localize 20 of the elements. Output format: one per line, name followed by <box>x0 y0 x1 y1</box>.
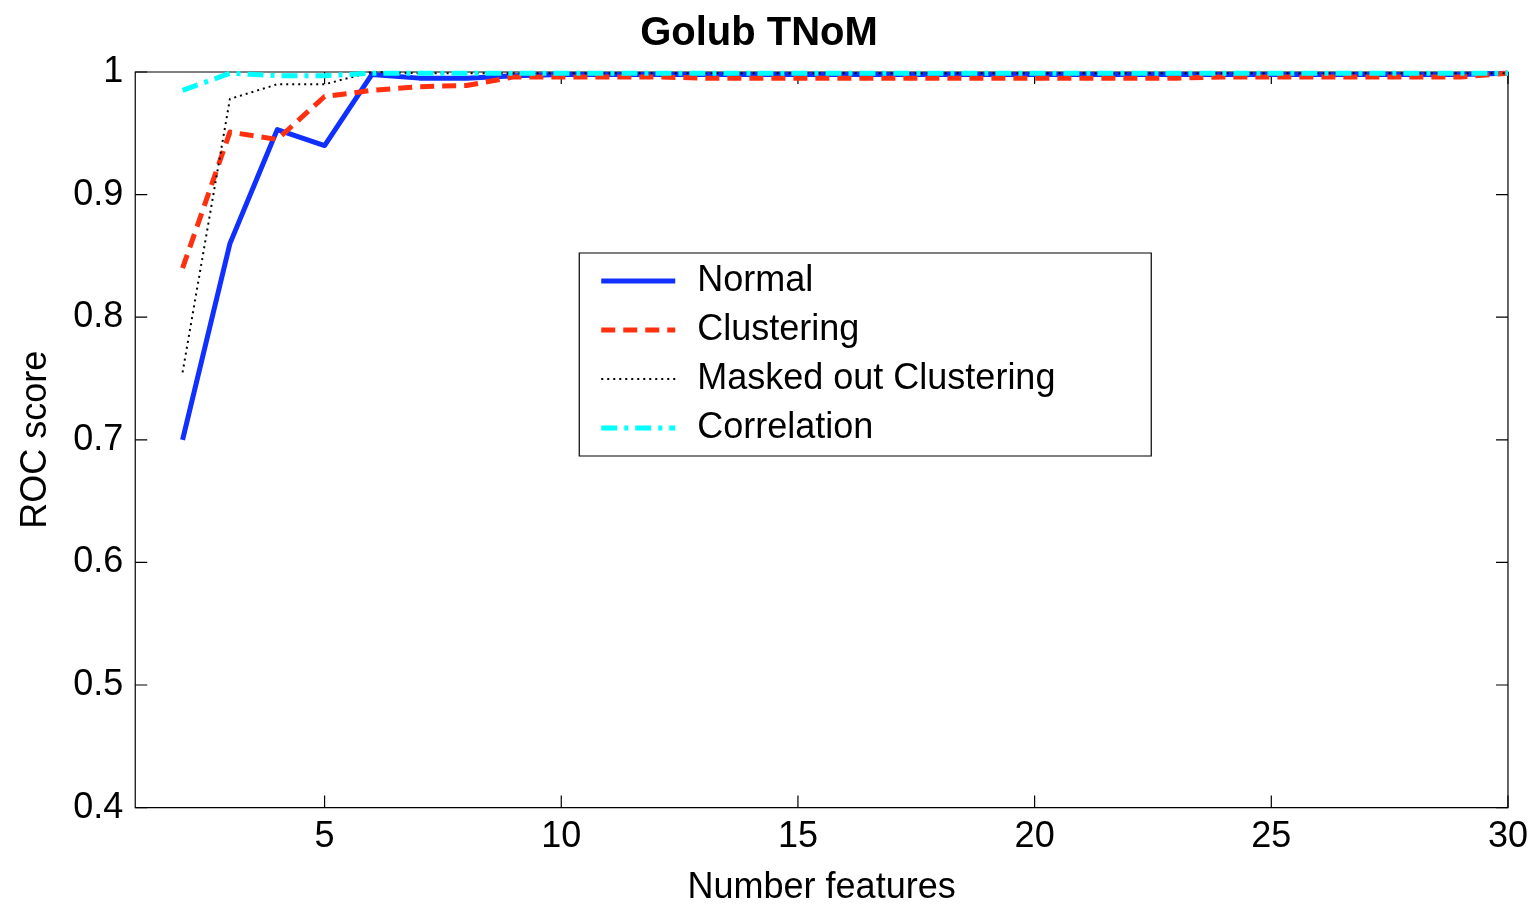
legend-label: Correlation <box>697 404 874 446</box>
chart-title: Golub TNoM <box>640 9 878 54</box>
legend-label: Normal <box>697 257 814 299</box>
x-tick-label: 5 <box>314 814 335 856</box>
y-tick-label: 0.6 <box>73 539 124 581</box>
x-tick-label: 25 <box>1251 814 1292 856</box>
y-tick-label: 0.8 <box>73 294 124 336</box>
y-tick-label: 0.5 <box>73 661 124 703</box>
x-axis-title: Number features <box>687 865 956 907</box>
x-tick-label: 20 <box>1014 814 1055 856</box>
y-tick-label: 0.9 <box>73 171 124 213</box>
y-axis-title: ROC score <box>12 350 54 529</box>
y-tick-label: 1 <box>103 48 124 90</box>
legend-label: Masked out Clustering <box>697 355 1056 397</box>
x-tick-label: 30 <box>1487 814 1528 856</box>
x-tick-label: 15 <box>777 814 818 856</box>
legend-label: Clustering <box>697 306 860 348</box>
y-tick-label: 0.4 <box>73 784 124 826</box>
y-tick-label: 0.7 <box>73 416 124 458</box>
x-tick-label: 10 <box>541 814 582 856</box>
